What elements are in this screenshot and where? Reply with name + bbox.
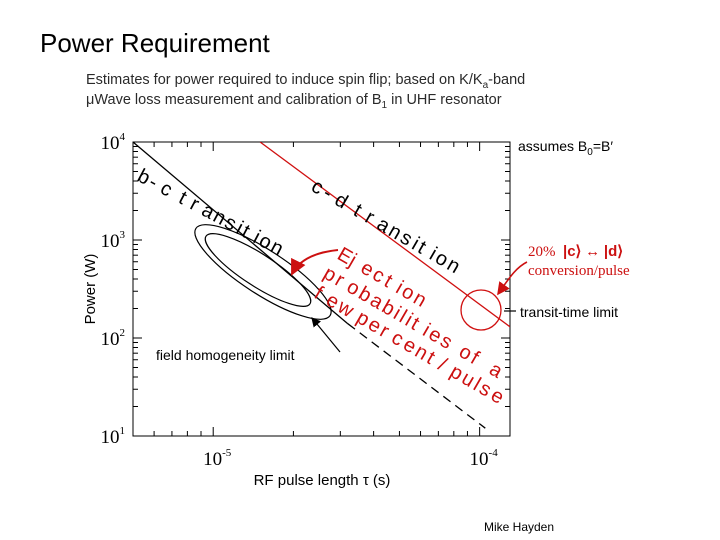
conversion-label: conversion/pulse: [528, 263, 630, 279]
plot-border: [132, 141, 511, 437]
credit: Mike Hayden: [484, 520, 555, 534]
y-tick-label: 104: [101, 131, 126, 154]
chart-labels: 101 102 103 104 10-5 10-4 RF pulse length τ (s…: [82, 131, 508, 489]
series-line-2: [259, 142, 510, 328]
ejection-arrow: [291, 249, 339, 276]
svg-text:f: f: [311, 282, 327, 304]
axis-ticks: [133, 141, 510, 437]
y-axis-label: Power (W): [82, 254, 99, 325]
assumes-note: assumes B0=B′: [518, 138, 613, 158]
plot-frame: [132, 141, 511, 437]
svg-text:/: /: [434, 354, 450, 376]
y-tick-label: 101: [101, 425, 126, 448]
series-line-1: [347, 323, 486, 429]
x-tick-label: 10-4: [470, 447, 499, 470]
y-tick-label: 102: [101, 327, 126, 350]
conversion-arrow: [497, 261, 528, 296]
annotations: [194, 224, 528, 353]
field-homogeneity-label: field homogeneity limit: [156, 347, 295, 363]
x-axis-label: RF pulse length τ (s): [254, 472, 391, 489]
series-line-0: [133, 142, 349, 325]
field-homogeneity-ellipse: [194, 224, 332, 320]
x-tick-label: 10-5: [203, 447, 232, 470]
series-group: [133, 142, 510, 429]
field-homogeneity-arrow: [311, 317, 341, 353]
svg-text:d: d: [331, 189, 352, 214]
subtitle-line2: μWave loss measurement and calibration o…: [86, 92, 502, 111]
double-arrow-icon: ↔: [585, 244, 601, 260]
y-tick-label: 103: [101, 229, 126, 252]
slide-title: Power Requirement: [40, 28, 270, 58]
ket-d: |d⟩: [603, 243, 624, 260]
conversion-note: 20% |c⟩ ↔ |d⟩ conversion/pulse: [528, 242, 630, 281]
transit-time-label: transit-time limit: [520, 304, 619, 320]
field-homogeneity-ellipse-inner: [204, 233, 312, 307]
svg-text:c: c: [157, 177, 176, 201]
conversion-percent: 20%: [528, 244, 556, 260]
ket-c: |c⟩: [563, 243, 582, 260]
transit-time-circle: [460, 289, 502, 331]
subtitle-line1: Estimates for power required to induce s…: [86, 72, 526, 91]
svg-text:t: t: [175, 187, 191, 209]
